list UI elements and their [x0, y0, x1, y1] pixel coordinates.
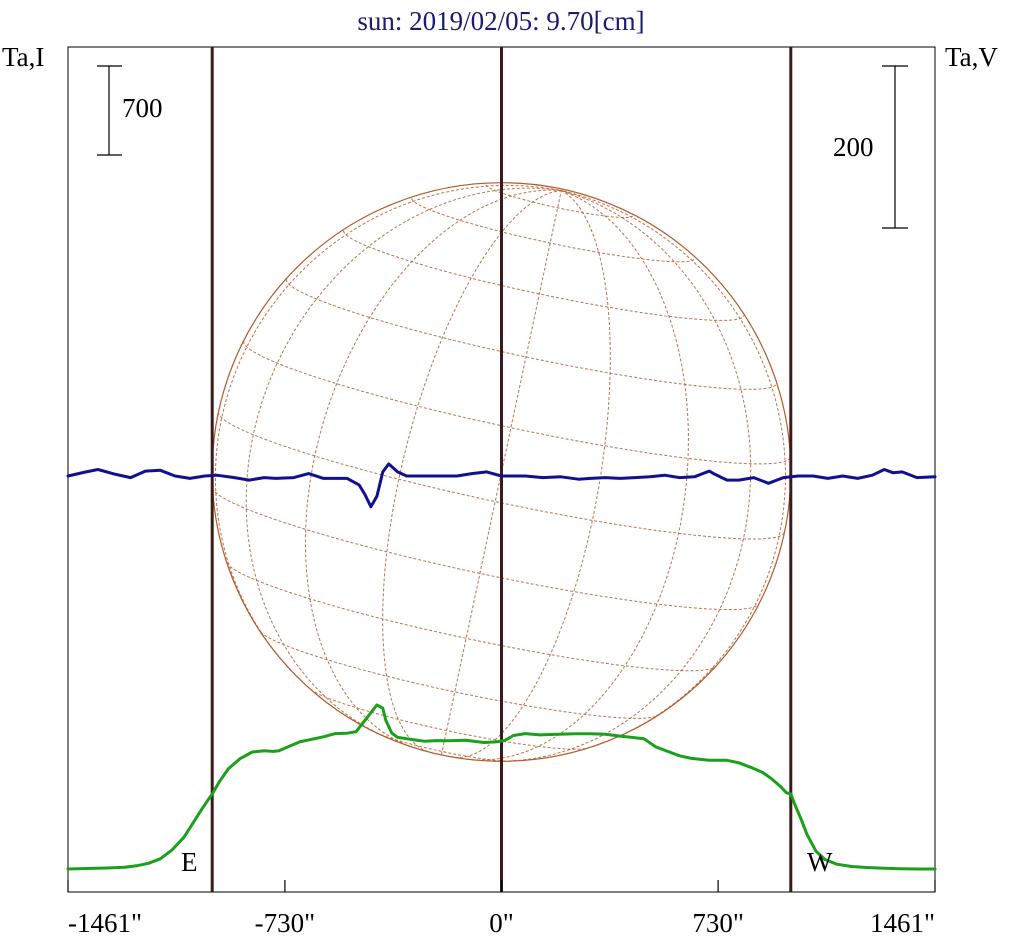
- parallel-gridline: [485, 184, 633, 218]
- series-layer: [66, 462, 937, 871]
- left-axis-label: Ta,I: [2, 42, 44, 72]
- meridian-gridline: [454, 190, 611, 759]
- parallel-gridline: [411, 198, 696, 263]
- meridian-gridline: [440, 190, 562, 755]
- parallel-gridline: [226, 562, 716, 672]
- scale-bar-right: [882, 65, 908, 229]
- parallel-gridline: [243, 341, 791, 465]
- limb-label-east: E: [181, 847, 198, 877]
- parallel-gridline: [343, 230, 745, 321]
- limb-label-west: W: [807, 847, 833, 877]
- meridian-gridline: [561, 190, 787, 746]
- x-ticks-layer: -1461" -730" 0" 730" 1461": [67, 880, 936, 938]
- meridian-gridline: [304, 189, 562, 749]
- meridian-gridline: [214, 185, 562, 683]
- scale-bar-right-label: 200: [833, 132, 874, 162]
- parallel-gridline: [375, 732, 510, 762]
- x-tick-label: -730": [255, 908, 316, 938]
- scale-bar-left-label: 700: [122, 93, 163, 123]
- x-tick-label: 0": [489, 908, 514, 938]
- right-axis-label: Ta,V: [945, 42, 998, 72]
- scale-bar-left: [97, 65, 122, 156]
- vertical-lines-layer: [210, 47, 793, 892]
- x-tick-label: 730": [692, 908, 744, 938]
- parallel-gridline: [212, 487, 760, 611]
- parallel-gridline: [310, 688, 588, 750]
- parallel-gridline: [260, 631, 657, 719]
- solar-disc-layer: [211, 182, 792, 762]
- x-tick-label: 1461": [870, 908, 935, 938]
- chart-title: sun: 2019/02/05: 9.70[cm]: [357, 6, 644, 36]
- series-line-ta-v: [66, 462, 937, 509]
- x-tick-label: -1461": [68, 908, 142, 938]
- series-line-ta-i: [66, 703, 937, 871]
- equator-gridline: [218, 411, 785, 540]
- parallel-gridline: [285, 279, 777, 390]
- meridian-gridline: [382, 190, 562, 753]
